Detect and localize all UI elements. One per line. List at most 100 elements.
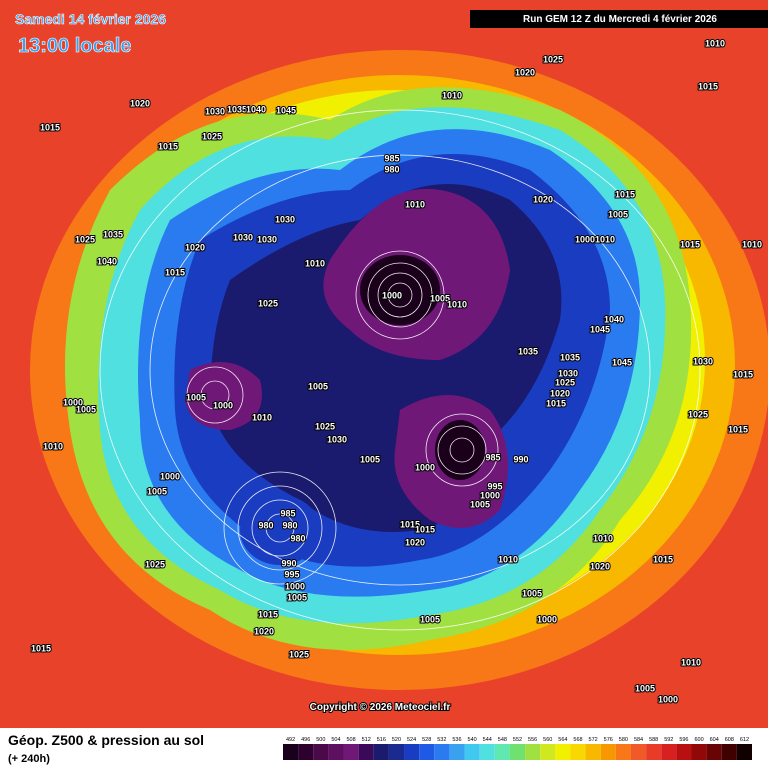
- colorbar-label: 572: [589, 737, 598, 743]
- colorbar-label: 600: [694, 737, 703, 743]
- isobar-label: 1000: [658, 694, 678, 704]
- isobars: [99, 109, 701, 631]
- colorbar-label: 520: [392, 737, 401, 743]
- isobar-label: 1030: [693, 356, 713, 366]
- isobar-label: 1045: [276, 105, 296, 115]
- colorbar-swatch: [706, 744, 722, 760]
- isobar-label: 1005: [635, 683, 655, 693]
- time: 13:00 locale: [18, 35, 131, 57]
- isobar-label: 1025: [555, 377, 575, 387]
- isobar-label: 1010: [305, 258, 325, 268]
- isobar-label: 1005: [608, 209, 628, 219]
- colorbar-label: 540: [468, 737, 477, 743]
- colorbar-swatch: [676, 744, 692, 760]
- colorbar-swatch: [570, 744, 586, 760]
- isobar-label: 1040: [97, 256, 117, 266]
- colorbar-label: 592: [664, 737, 673, 743]
- colorbar-label: 516: [377, 737, 386, 743]
- isobar-label: 1005: [308, 381, 328, 391]
- colorbar-swatch: [646, 744, 662, 760]
- isobar-label: 1020: [515, 67, 535, 77]
- colorbar-label: 512: [362, 737, 371, 743]
- isobar-label: 1030: [275, 214, 295, 224]
- isobar-label: 1020: [590, 561, 610, 571]
- isobar-label: 1045: [590, 324, 610, 334]
- colorbar-label: 544: [483, 737, 492, 743]
- colorbar-label: 584: [634, 737, 643, 743]
- colorbar-label: 608: [725, 737, 734, 743]
- isobar-label: 1010: [252, 412, 272, 422]
- isobar-label: 1000: [160, 471, 180, 481]
- isobar-label: 1015: [165, 267, 185, 277]
- colorbar-swatch: [434, 744, 450, 760]
- isobar-label: 1000: [285, 581, 305, 591]
- isobar-label: 1025: [688, 409, 708, 419]
- colorbar-swatch: [358, 744, 374, 760]
- isobar-label: 1015: [415, 524, 435, 534]
- colorbar-swatch: [404, 744, 420, 760]
- colorbar-swatch: [479, 744, 495, 760]
- isobar-label: 1035: [103, 229, 123, 239]
- colorbar-label: 504: [331, 737, 340, 743]
- isobar-label: 1010: [447, 299, 467, 309]
- isobar-label: 1005: [522, 588, 542, 598]
- isobar-label: 1000: [63, 397, 83, 407]
- isobar-label: 1030: [233, 232, 253, 242]
- isobar-label: 1030: [205, 106, 225, 116]
- isobar-label: 985: [485, 452, 500, 462]
- run-box: [470, 10, 768, 28]
- colorbar-label: 548: [498, 737, 507, 743]
- isobar-label: 1010: [705, 38, 725, 48]
- isobar-label: 1005: [360, 454, 380, 464]
- isobar-label: 1020: [405, 537, 425, 547]
- isobar-label: 980: [282, 520, 297, 530]
- colorbar-swatch: [494, 744, 510, 760]
- isobar-label: 1000: [575, 234, 595, 244]
- isobar-label: 1015: [728, 424, 748, 434]
- colorbar-swatch: [721, 744, 737, 760]
- isobar-label: 1020: [550, 388, 570, 398]
- isobar-label: 1020: [533, 194, 553, 204]
- isobar-label: 1000: [415, 462, 435, 472]
- colorbar-swatch: [585, 744, 601, 760]
- isobar-label: 1010: [43, 441, 63, 451]
- isobar-label: 1000: [537, 614, 557, 624]
- colorbar-swatch: [283, 744, 299, 760]
- isobar-label: 980: [258, 520, 273, 530]
- colorbar-label: 576: [604, 737, 613, 743]
- colorbar-swatch: [509, 744, 526, 760]
- colorbar-label: 604: [710, 737, 719, 743]
- colorbar-swatch: [736, 744, 752, 760]
- isobar-label: 1005: [430, 293, 450, 303]
- isobar-label: 1010: [595, 234, 615, 244]
- colorbar-label: 496: [301, 737, 310, 743]
- isobar-label: 1025: [289, 649, 309, 659]
- isobar-label: 1025: [202, 131, 222, 141]
- copyright: Copyright © 2026 Meteociel.fr: [310, 702, 451, 713]
- colorbar-label: 524: [407, 737, 416, 743]
- footer-title: Géop. Z500 & pression au sol: [8, 732, 204, 748]
- colorbar-label: 532: [437, 737, 446, 743]
- isobar-label: 1015: [653, 554, 673, 564]
- isobar-label: 1000: [382, 290, 402, 300]
- isobar-label: 1015: [680, 239, 700, 249]
- isobar-label: 1025: [258, 298, 278, 308]
- colorbar-swatch: [343, 744, 359, 760]
- isobar-label: 1030: [257, 234, 277, 244]
- colorbar-label: 568: [573, 737, 582, 743]
- isobar-label: 1030: [327, 434, 347, 444]
- colorbar-swatch: [464, 744, 480, 760]
- isobar-label: 1015: [258, 609, 278, 619]
- isobar-label: 1015: [40, 122, 60, 132]
- colorbar-swatch: [630, 744, 647, 760]
- isobar-label: 1010: [442, 90, 462, 100]
- colorbar-swatch: [313, 744, 329, 760]
- isobar-label: 1005: [147, 486, 167, 496]
- colorbar-swatch: [388, 744, 405, 760]
- colorbar: 492 496 500 504 508 512 516 520 524 528 532 536 540 5…: [283, 737, 752, 760]
- isobar-label: 1025: [145, 559, 165, 569]
- isobar-label: 1025: [315, 421, 335, 431]
- isobar-label: 1040: [604, 314, 624, 324]
- colorbar-label: 536: [452, 737, 461, 743]
